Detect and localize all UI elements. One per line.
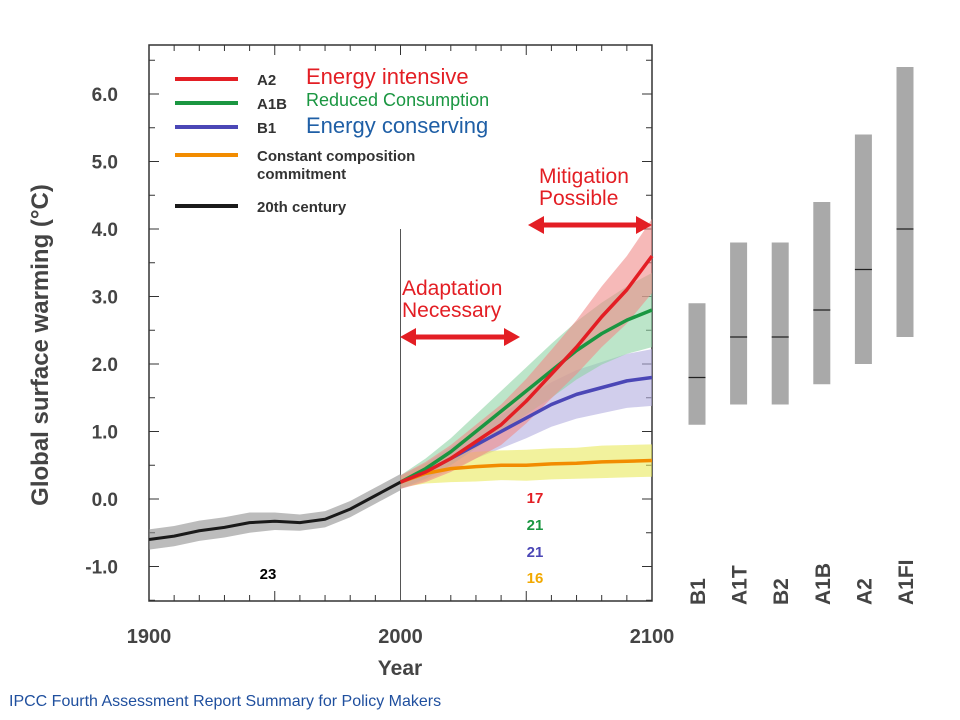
y-axis-label: Global surface warming (°C)	[27, 184, 54, 506]
label-necessary: Necessary	[402, 299, 502, 322]
scenario-label-a1t: A1T	[729, 565, 752, 605]
y-tick-label: 6.0	[92, 85, 118, 106]
x-axis-label: Year	[378, 657, 422, 680]
x-tick-label: 2000	[378, 626, 423, 648]
y-tick-label: 5.0	[92, 153, 118, 174]
model-count: 17	[527, 490, 544, 507]
y-tick-label: 1.0	[92, 423, 118, 444]
label-mitigation: Mitigation	[539, 165, 629, 188]
range-bar-a1t	[730, 242, 748, 405]
label-adaptation: Adaptation	[402, 277, 503, 300]
arrow-head-left	[528, 216, 544, 234]
x-tick-label: 2100	[630, 626, 675, 648]
line-constant-composition-commitment	[399, 458, 653, 484]
legend-label: Constant composition	[257, 148, 415, 165]
model-count-20th: 23	[260, 566, 277, 583]
line-20th-century	[148, 480, 402, 541]
scenario-label-a1fi: A1FI	[895, 559, 918, 605]
legend-label: A2	[257, 72, 276, 89]
scenario-label-b1: B1	[687, 578, 710, 605]
label-energy-conserving: Energy conserving	[306, 113, 489, 138]
model-count: 21	[527, 517, 544, 534]
band-20th-century	[149, 474, 401, 550]
range-bar-b2	[771, 242, 789, 405]
label-possible: Possible	[539, 187, 619, 210]
arrow-head-right	[636, 216, 652, 234]
y-tick-label: 4.0	[92, 220, 118, 241]
x-tick-label: 1900	[127, 626, 172, 648]
source-caption: IPCC Fourth Assessment Report Summary fo…	[9, 693, 442, 710]
y-tick-label: 3.0	[92, 288, 118, 309]
range-bar-b1	[688, 303, 706, 425]
line-a1b	[399, 308, 653, 484]
scenario-label-b2: B2	[770, 578, 793, 605]
label-energy-intensive: Energy intensive	[306, 64, 469, 89]
scenario-label-a2: A2	[853, 578, 876, 605]
line-a2	[399, 254, 654, 484]
legend-label: commitment	[257, 166, 346, 183]
y-tick-label: 2.0	[92, 355, 118, 376]
label-reduced-consumption: Reduced Consumption	[306, 90, 490, 110]
scenario-label-a1b: A1B	[812, 563, 835, 605]
adaptation-arrow	[400, 328, 520, 346]
y-tick-label: -1.0	[85, 558, 118, 579]
band-a2	[400, 218, 652, 489]
y-tick-label: 0.0	[92, 490, 118, 511]
range-bar-a2	[854, 134, 872, 364]
arrow-head-right	[504, 328, 520, 346]
legend-label: A1B	[257, 96, 287, 113]
range-bar-a1b	[813, 202, 831, 385]
range-bar-a1fi	[896, 67, 914, 337]
mitigation-arrow	[528, 216, 652, 234]
model-count: 16	[527, 570, 544, 587]
model-count: 21	[527, 544, 544, 561]
arrow-head-left	[400, 328, 416, 346]
legend-label: B1	[257, 120, 276, 137]
legend-label: 20th century	[257, 199, 347, 216]
